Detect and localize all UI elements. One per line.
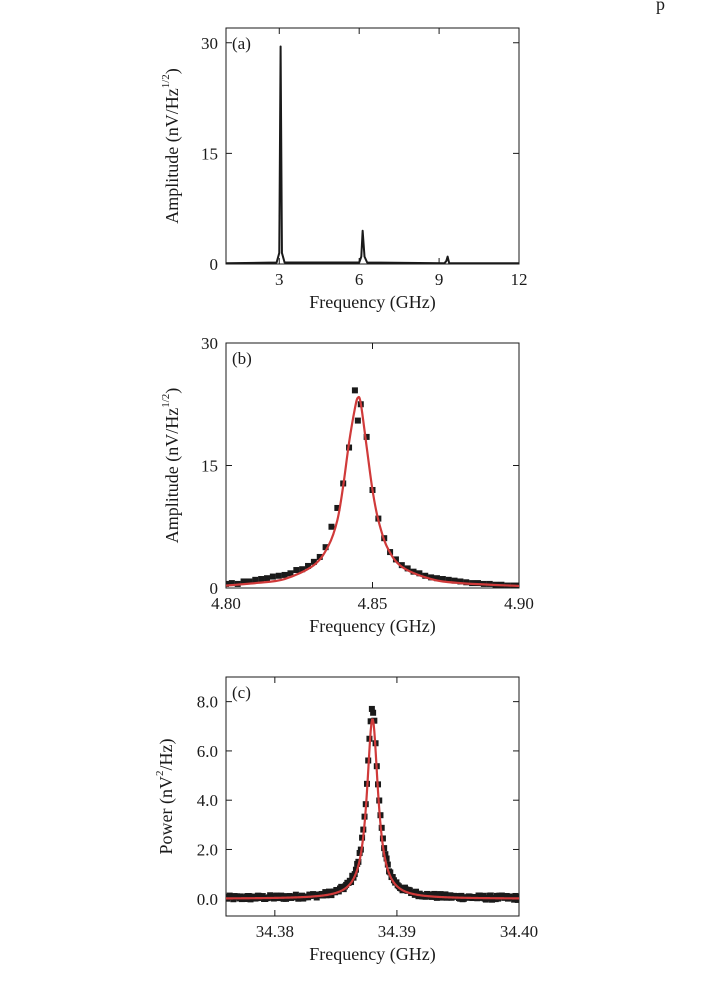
data-point xyxy=(398,562,405,569)
data-point xyxy=(354,417,361,424)
spectrum-line xyxy=(226,45,519,264)
data-point xyxy=(439,576,446,583)
data-point xyxy=(310,558,317,565)
x-tick-label: 34.40 xyxy=(500,922,538,941)
data-point xyxy=(368,705,375,712)
plot-frame xyxy=(225,676,520,917)
data-point xyxy=(322,544,329,551)
data-point xyxy=(404,565,411,572)
y-tick-label: 6.0 xyxy=(197,742,218,761)
data-point xyxy=(416,570,423,577)
panel-a: 3 6 9 12 0 15 30 Frequency (GHz) Amplitude (nV/H… xyxy=(160,27,528,313)
data-point xyxy=(258,576,265,583)
data-point xyxy=(334,504,341,511)
data-point xyxy=(287,570,294,577)
data-point xyxy=(226,580,229,587)
data-point xyxy=(433,575,440,582)
plot-frame xyxy=(225,342,520,589)
y-axis-label: Power (nV2/Hz) xyxy=(154,739,177,855)
panel-label: (b) xyxy=(232,349,252,368)
data-point xyxy=(299,566,306,573)
data-point xyxy=(428,574,435,581)
data-point xyxy=(351,387,358,394)
data-point xyxy=(516,894,519,901)
data-point xyxy=(240,578,247,585)
data-point xyxy=(422,572,429,579)
x-tick-label: 3 xyxy=(275,270,284,289)
x-tick-label: 4.80 xyxy=(211,594,241,613)
y-tick-label: 15 xyxy=(201,144,218,163)
data-point xyxy=(392,556,399,563)
data-point xyxy=(384,861,391,868)
data-point xyxy=(275,572,282,579)
data-point xyxy=(281,571,288,578)
x-tick-label: 12 xyxy=(511,270,528,289)
x-axis-label: Frequency (GHz) xyxy=(309,616,435,637)
data-point xyxy=(352,866,359,873)
data-point xyxy=(367,718,374,725)
data-point xyxy=(246,578,253,585)
y-tick-label: 30 xyxy=(201,34,218,53)
x-tick-label: 4.90 xyxy=(504,594,534,613)
data-point xyxy=(228,580,235,587)
fit-curve xyxy=(226,395,519,588)
data-point xyxy=(463,579,470,586)
plot-frame xyxy=(225,27,520,265)
data-point xyxy=(445,576,452,583)
x-axis-label: Frequency (GHz) xyxy=(309,944,435,965)
y-axis-label: Amplitude (nV/Hz1/2) xyxy=(160,68,183,224)
panel-label: (c) xyxy=(232,683,251,702)
fit-curve xyxy=(226,718,519,900)
x-tick-label: 4.85 xyxy=(358,594,388,613)
data-point xyxy=(269,573,276,580)
y-axis-label: Amplitude (nV/Hz1/2) xyxy=(160,388,183,544)
data-point xyxy=(370,709,377,716)
x-tick-label: 9 xyxy=(435,270,444,289)
data-point xyxy=(264,575,271,582)
data-point xyxy=(382,851,389,858)
x-tick-label: 34.38 xyxy=(256,922,294,941)
data-point xyxy=(316,553,323,560)
data-point xyxy=(371,717,378,724)
data-point xyxy=(389,874,396,881)
y-tick-label: 2.0 xyxy=(197,840,218,859)
data-point xyxy=(293,567,300,574)
x-tick-label: 6 xyxy=(355,270,364,289)
data-point xyxy=(252,576,259,583)
y-tick-label: 0 xyxy=(210,579,219,598)
data-point xyxy=(363,433,370,440)
data-point xyxy=(410,568,417,575)
y-tick-label: 0 xyxy=(210,255,219,274)
data-point xyxy=(387,869,394,876)
y-tick-label: 15 xyxy=(201,457,218,476)
x-axis-label: Frequency (GHz) xyxy=(309,292,435,313)
corner-fragment: p xyxy=(656,0,665,14)
x-tick-label: 34.39 xyxy=(378,922,416,941)
data-point xyxy=(305,562,312,569)
y-tick-label: 30 xyxy=(201,334,218,353)
data-point xyxy=(451,577,458,584)
data-point xyxy=(437,891,444,898)
panel-label: (a) xyxy=(232,34,251,53)
data-point xyxy=(457,578,464,585)
data-point xyxy=(328,523,335,530)
y-tick-label: 4.0 xyxy=(197,791,218,810)
y-tick-label: 0.0 xyxy=(197,890,218,909)
panel-b: 4.80 4.85 4.90 0 15 30 Frequency (GHz) Amplitud… xyxy=(160,334,534,637)
y-tick-label: 8.0 xyxy=(197,693,218,712)
data-point xyxy=(356,850,363,857)
panel-c: 34.38 34.39 34.40 0.0 2.0 4.0 6.0 8.0 Frequency … xyxy=(154,676,538,965)
data-point xyxy=(383,855,390,862)
